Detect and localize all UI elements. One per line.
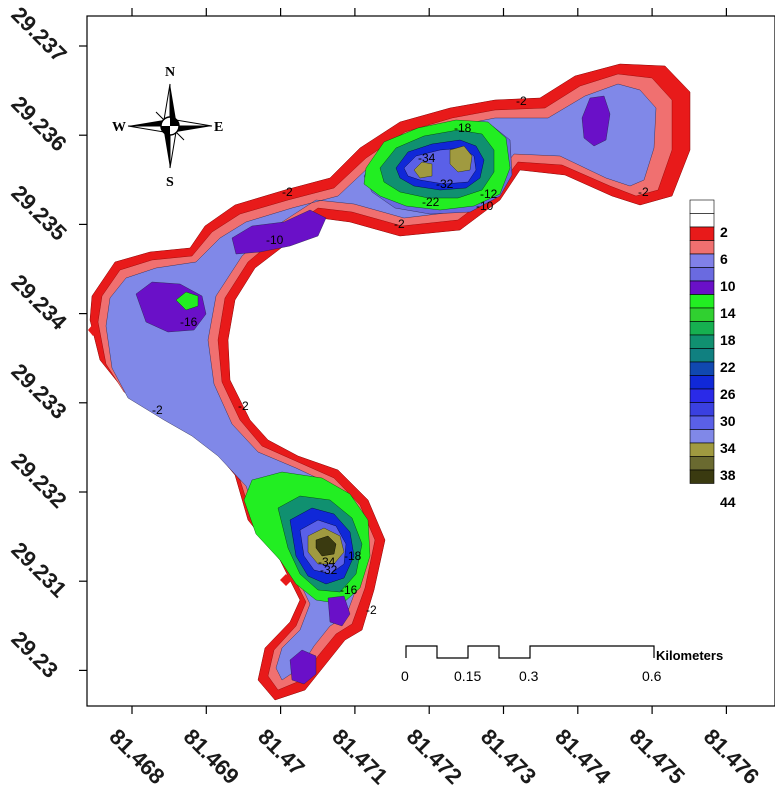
y-tick-label: 29.23 [6,626,63,683]
contour-label: -18 [454,121,472,135]
scale-bar: Kilometers 0 0.15 0.3 0.6 [401,645,723,684]
x-tick-label: 81.475 [625,724,690,789]
contour-label: -2 [282,185,293,199]
legend-swatch [689,240,715,255]
legend-swatch [689,280,715,295]
contour-label: -22 [422,195,440,209]
contour-label: -12 [480,187,498,201]
legend-swatch [689,429,715,444]
contour-label: -2 [516,94,527,108]
x-tick-label: 81.472 [402,724,467,789]
legend-label: 26 [720,386,736,402]
legend-label: 6 [720,251,728,267]
contour-label: -2 [394,217,405,231]
legend-swatch [689,415,715,430]
x-tick-label: 81.476 [699,724,764,789]
contour-label: -32 [320,563,338,577]
contour-label: -34 [418,151,436,165]
legend-swatch [689,456,715,471]
contour-spot-green-w [175,291,199,311]
legend-swatch [689,402,715,417]
compass-south: S [166,175,174,190]
y-tick-label: 29.234 [6,269,72,335]
y-tick-label: 29.235 [6,180,71,245]
legend-swatch [689,294,715,309]
contour-label: -16 [340,583,358,597]
contour-blob-s [289,649,317,685]
shore-marker [280,574,292,586]
y-tick-label: 29.232 [6,448,71,513]
legend-swatch [689,388,715,403]
contour-labels: -2 -18 -34 -32 -22 -12 -10 -2 -2 -2 -10 … [152,94,649,617]
legend-label: 2 [720,224,728,240]
shore-marker [88,324,98,336]
y-tick-label: 29.236 [6,91,71,156]
compass-rose: N S E W [112,65,223,190]
legend-swatch [689,321,715,336]
scale-label: 0.6 [642,668,662,684]
legend-swatch [689,267,715,282]
legend-label: 44 [720,494,736,510]
compass-icon [127,83,213,169]
contour-blob-nw [231,209,327,255]
contour-label: -2 [238,399,249,413]
y-tick-label: 29.237 [6,2,71,67]
x-tick-label: 81.471 [327,724,392,789]
contour-label: -18 [344,549,362,563]
legend-swatch [689,307,715,322]
y-tick-label: 29.231 [6,537,71,602]
legend-label: 38 [720,467,736,483]
legend-swatch [689,199,715,214]
x-tick-label: 81.473 [476,724,541,789]
contour-blob-s2 [327,595,351,627]
lake-contours [88,63,691,701]
y-tick-label: 29.233 [6,359,71,424]
contour-label: -16 [180,315,198,329]
x-tick-label: 81.469 [179,724,244,789]
scale-bar-line [405,645,655,659]
compass-west: W [112,120,126,135]
y-axis: 29.237 29.236 29.235 29.234 29.233 29.232 29.2… [6,2,87,683]
contour-blob-ne [581,95,611,147]
legend-label: 34 [720,440,736,456]
legend-swatch [689,226,715,241]
compass-north: N [165,65,175,80]
x-tick-label: 81.47 [253,724,310,781]
contour-basin-ne-38a [449,145,473,173]
legend-label: 22 [720,359,736,375]
contour-label: -10 [266,233,284,247]
legend-swatch [689,375,715,390]
contour-label: -10 [476,199,494,213]
legend-label: 14 [720,305,736,321]
x-tick-label: 81.468 [104,724,169,789]
legend-label: 10 [720,278,736,294]
legend-swatch [689,442,715,457]
scale-label: 0.3 [519,668,539,684]
legend-swatch [689,334,715,349]
legend-swatch [689,253,715,268]
contour-label: -2 [366,603,377,617]
contour-label: -34 [318,555,336,569]
legend-swatch [689,348,715,363]
scale-unit: Kilometers [656,648,723,663]
legend-swatch [689,469,715,484]
contour-label: -2 [638,185,649,199]
legend-swatch [689,213,715,228]
x-tick-label: 81.474 [550,724,616,790]
legend-label: 30 [720,413,736,429]
scale-label: 0.15 [454,668,481,684]
contour-label: -32 [436,177,454,191]
contour-label: -2 [152,403,163,417]
scale-label: 0 [401,668,409,684]
contour-basin-sw-44 [315,535,337,557]
legend-swatch [689,361,715,376]
contour-basin-ne-38b [413,161,433,179]
compass-east: E [214,120,223,135]
legend-label: 18 [720,332,736,348]
